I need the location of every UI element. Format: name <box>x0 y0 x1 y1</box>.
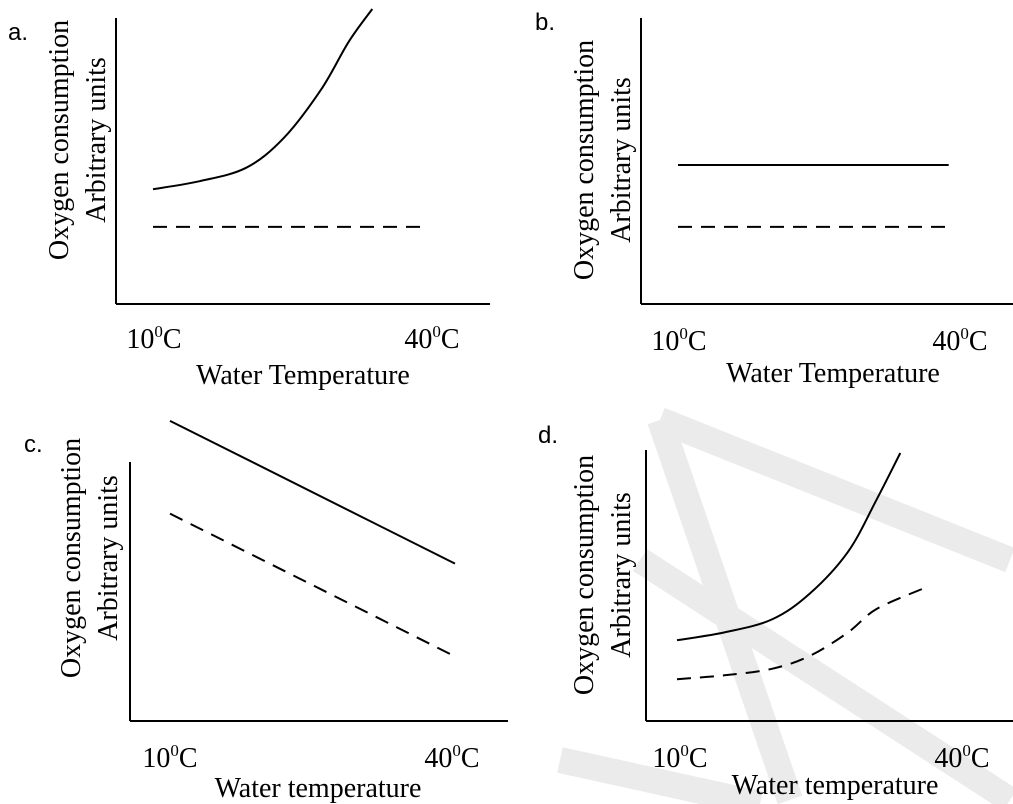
panel-a: a. Oxygen consumption Arbitrary units 100C 4… <box>8 8 490 391</box>
x-tick-label-d-1: 400C <box>934 741 989 774</box>
x-tick-label-b-1: 400C <box>932 324 987 357</box>
panel-label-a: a. <box>8 19 28 46</box>
panel-d: d. Oxygen consumption Arbitrary units 100C 4… <box>538 422 1013 801</box>
x-tick-label-a-1: 400C <box>404 322 459 355</box>
x-tick-label-c-1: 400C <box>424 741 479 774</box>
x-axis-label-d: Water temperature <box>732 770 939 801</box>
x-tick-label-a-0: 100C <box>126 322 181 355</box>
x-axis-label-c: Water temperature <box>215 773 422 804</box>
panel-b: b. Oxygen consumption Arbitrary units 100C 4… <box>535 9 1013 389</box>
panel-c: c. Oxygen consumption Arbitrary units 100C 4… <box>24 419 508 804</box>
x-tick-label-c-0: 100C <box>142 741 197 774</box>
y-axis-label-c: Oxygen consumption <box>56 438 87 678</box>
y-axis-label-b: Oxygen consumption <box>569 40 600 280</box>
panel-label-c: c. <box>24 431 43 458</box>
panel-label-b: b. <box>535 9 555 36</box>
x-tick-label-b-0: 100C <box>651 324 706 357</box>
panel-label-d: d. <box>538 422 558 449</box>
series-line-d-solid <box>676 452 902 642</box>
y-axis-sublabel-a: Arbitrary units <box>81 57 112 223</box>
series-line-c-solid <box>169 419 456 565</box>
series-line-d-dashed <box>676 587 925 681</box>
x-axis-label-a: Water Temperature <box>196 360 410 391</box>
y-axis-sublabel-b: Arbitrary units <box>606 77 637 243</box>
x-tick-label-d-0: 100C <box>652 741 707 774</box>
watermark <box>557 407 1013 804</box>
y-axis-sublabel-c: Arbitrary units <box>93 475 124 641</box>
y-axis-label-a: Oxygen consumption <box>44 20 75 260</box>
y-axis-sublabel-d: Arbitrary units <box>606 492 637 658</box>
y-axis-label-d: Oxygen consumption <box>569 455 600 695</box>
series-line-c-dashed <box>169 512 456 658</box>
x-axis-label-b: Water Temperature <box>726 358 940 389</box>
series-line-a-solid <box>152 8 374 191</box>
